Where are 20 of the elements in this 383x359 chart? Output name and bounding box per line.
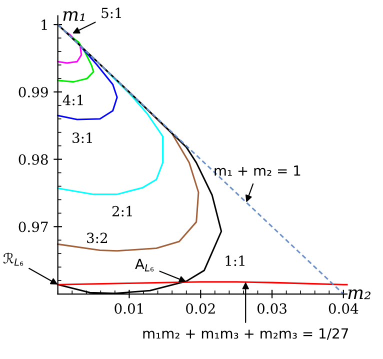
x-tick-label: 0.04 [328, 303, 358, 314]
annotation: m₁ + m₂ = 1 [214, 166, 300, 176]
text: 5:1 [102, 8, 121, 18]
x-tick-label: 0.03 [257, 303, 286, 314]
x-tick-label: 0.01 [114, 303, 143, 314]
y-tick-label: 0.99 [18, 86, 48, 98]
y-axis-title: m₁ [63, 11, 84, 21]
series-label: 4:1 [62, 94, 83, 106]
y-tick-label: 0.98 [18, 154, 48, 165]
x-tick-label: 0.02 [186, 303, 215, 314]
x-axis-title: m₂ [348, 289, 371, 300]
y-tick-label: 1 [42, 20, 47, 30]
annotation: A$_{L₆}$ [135, 258, 154, 272]
annotation: ℛ$_{L₆}$ [3, 252, 24, 266]
series-label: 3:1 [72, 132, 92, 144]
series-label: 2:1 [112, 206, 132, 216]
annotation: m₁m₂ + m₁m₃ + m₂m₃ = 1/27 [143, 328, 348, 340]
y-tick-label: 0.97 [18, 222, 48, 232]
series-label: 3:2 [87, 232, 107, 244]
series-label: 1:1 [226, 255, 244, 266]
